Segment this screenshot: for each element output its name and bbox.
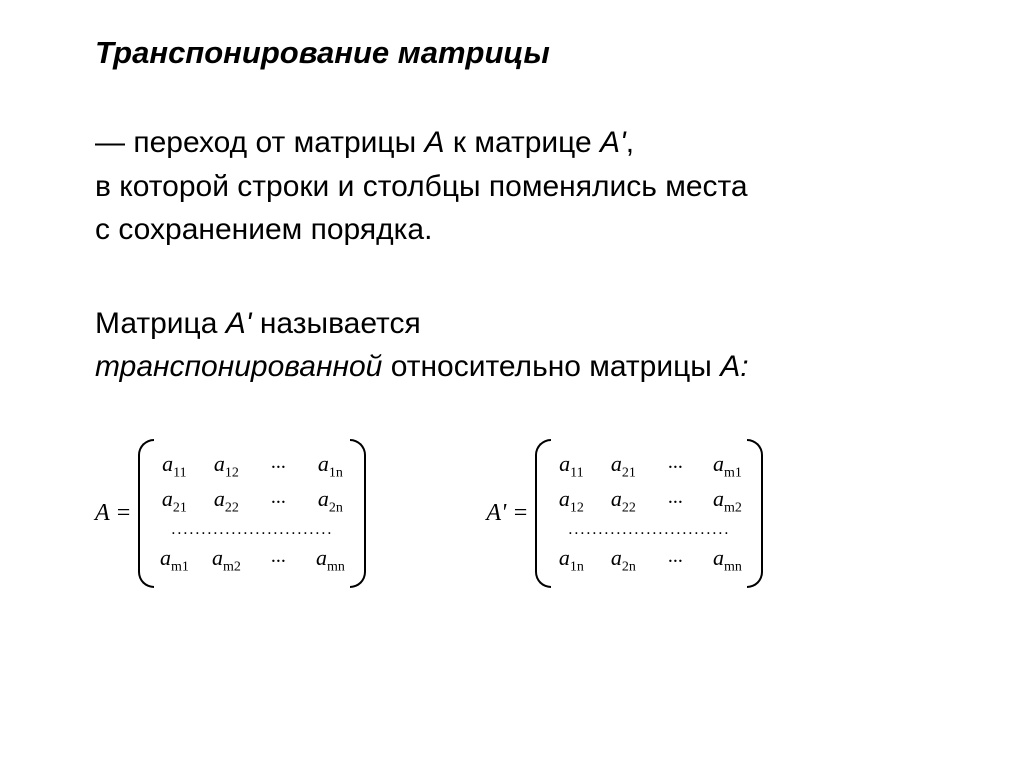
matrix-cell: a22 [605, 486, 641, 516]
matrix-row: a1n a2n... amn [553, 545, 745, 575]
matrix-A-body: a11 a12... a1n a21 a22... a2n................… [138, 439, 366, 588]
matrix-cell: a1n [553, 545, 589, 575]
def-line3: с сохранением порядка. [95, 213, 432, 246]
matrix-cell: a22 [208, 486, 244, 516]
def-line2: в которой строки и столбцы поменялись ме… [95, 170, 748, 203]
page-title: Транспонирование матрицы [95, 35, 1024, 71]
matrix-cell: ... [657, 545, 693, 575]
matrix-cell: am1 [156, 545, 192, 575]
naming-line1-pre: Матрица [95, 307, 226, 340]
matrix-row: a11 a21... am1 [553, 451, 745, 481]
matrix-cell: a11 [553, 451, 589, 481]
matrix-cell: ... [260, 451, 296, 481]
matrix-Aprime-body: a11 a21... am1 a12 a22... am2................… [535, 439, 763, 588]
matrix-Aprime-label: A' = [486, 500, 528, 527]
naming-paragraph: Матрица А' называется транспонированной … [95, 302, 1024, 389]
matrix-cell: am2 [709, 486, 745, 516]
naming-line1-post: называется [252, 307, 421, 340]
matrix-A-wrapper: A = a11 a12... a1n a21 a22... a2n............… [95, 439, 366, 588]
matrix-cell: a1n [312, 451, 348, 481]
def-line1-mid: к матрице [445, 126, 601, 159]
matrices-container: A = a11 a12... a1n a21 a22... a2n............… [95, 439, 1024, 588]
def-matrix-A: А [425, 126, 445, 159]
matrix-cell: a12 [553, 486, 589, 516]
naming-A: А: [720, 350, 748, 383]
matrix-cell: amn [709, 545, 745, 575]
matrix-Aprime-wrapper: A' = a11 a21... am1 a12 a22... am2...........… [486, 439, 763, 588]
naming-Aprime: А' [226, 307, 252, 340]
matrix-cell: ... [657, 486, 693, 516]
matrix-dots-row: ........................... [553, 521, 745, 539]
matrix-row: a12 a22... am2 [553, 486, 745, 516]
def-matrix-Aprime: А' [600, 126, 626, 159]
matrix-cell: am1 [709, 451, 745, 481]
matrix-cell: a21 [605, 451, 641, 481]
matrix-A-label: A = [95, 500, 131, 527]
matrix-cell: ... [260, 545, 296, 575]
matrix-cell: a11 [156, 451, 192, 481]
matrix-cell: a2n [605, 545, 641, 575]
matrix-row: a21 a22... a2n [156, 486, 348, 516]
matrix-cell: a2n [312, 486, 348, 516]
matrix-cell: ... [260, 486, 296, 516]
matrix-cell: am2 [208, 545, 244, 575]
matrix-row: a11 a12... a1n [156, 451, 348, 481]
matrix-cell: amn [312, 545, 348, 575]
def-line1-post: , [626, 126, 634, 159]
naming-transposed-word: транспонированной [95, 350, 382, 383]
def-line1-pre: — переход от матрицы [95, 126, 425, 159]
naming-line2-post: относительно матрицы [382, 350, 720, 383]
matrix-cell: a21 [156, 486, 192, 516]
matrix-cell: a12 [208, 451, 244, 481]
matrix-dots-row: ........................... [156, 521, 348, 539]
matrix-cell: ... [657, 451, 693, 481]
definition-paragraph: — переход от матрицы А к матрице А', в к… [95, 121, 1024, 252]
matrix-row: am1 am2... amn [156, 545, 348, 575]
